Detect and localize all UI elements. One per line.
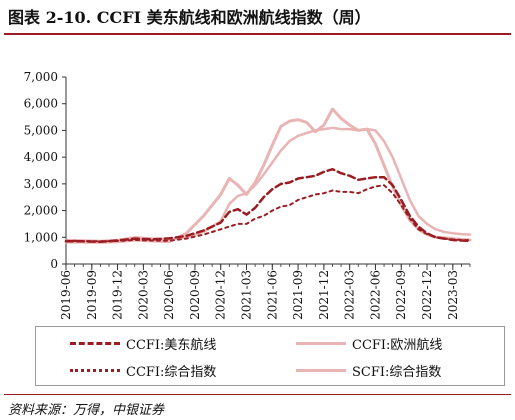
legend-label: CCFI:综合指数 bbox=[126, 364, 217, 380]
x-tick-label: 2019-12 bbox=[111, 270, 125, 320]
y-tick-label: 1,000 bbox=[24, 230, 58, 244]
source-note: 资料来源：万得，中银证券 bbox=[8, 403, 165, 418]
legend-swatch bbox=[296, 368, 346, 372]
y-tick-label: 6,000 bbox=[24, 97, 58, 111]
footer-divider bbox=[4, 394, 511, 395]
x-tick-label: 2020-03 bbox=[136, 270, 150, 320]
x-axis: 2019-06 2019-09 2019-12 2020-03 2020-06 2020-… bbox=[59, 263, 471, 320]
title-divider bbox=[4, 33, 511, 35]
legend-item-ccfi-us-east: CCFI:美东航线 bbox=[70, 334, 217, 353]
y-tick-label: 5,000 bbox=[24, 123, 58, 137]
series-line-0 bbox=[64, 167, 472, 244]
x-tick-label: 2020-09 bbox=[188, 270, 202, 320]
y-tick-label: 7,000 bbox=[24, 70, 58, 84]
legend-item-ccfi-composite: CCFI:综合指数 bbox=[70, 361, 217, 380]
x-tick-label: 2019-09 bbox=[85, 270, 99, 320]
legend-label: CCFI:美东航线 bbox=[126, 337, 217, 353]
x-tick-label: 2021-09 bbox=[291, 270, 305, 320]
legend-item-ccfi-europe: CCFI:欧洲航线 bbox=[296, 334, 443, 353]
x-tick-label: 2019-06 bbox=[59, 270, 73, 320]
series-line-3 bbox=[64, 107, 472, 244]
chart: 0 1,000 2,000 3,000 4,000 5,000 6,000 7,000 201… bbox=[24, 70, 472, 320]
y-tick-label: 3,000 bbox=[24, 177, 58, 191]
legend-swatch bbox=[296, 341, 346, 345]
x-tick-label: 2022-03 bbox=[343, 270, 357, 320]
series-line-1 bbox=[64, 126, 472, 243]
y-axis: 0 1,000 2,000 3,000 4,000 5,000 6,000 7,000 bbox=[24, 70, 67, 271]
x-tick-label: 2021-03 bbox=[240, 270, 254, 320]
y-tick-label: 4,000 bbox=[24, 150, 58, 164]
y-tick-label: 2,000 bbox=[24, 204, 58, 218]
x-tick-label: 2022-12 bbox=[420, 270, 434, 320]
legend-label: CCFI:欧洲航线 bbox=[352, 337, 443, 353]
x-tick-label: 2021-06 bbox=[265, 270, 279, 320]
series-line-2 bbox=[65, 184, 471, 243]
y-tick-label: 0 bbox=[50, 257, 58, 271]
legend-swatch bbox=[70, 368, 120, 372]
x-tick-label: 2020-12 bbox=[214, 270, 228, 320]
figure-title: 图表 2-10. CCFI 美东航线和欧洲航线指数（周） bbox=[8, 8, 371, 27]
legend-label: SCFI:综合指数 bbox=[352, 364, 442, 380]
legend: CCFI:美东航线 CCFI:欧洲航线 CCFI:综合指数 SCFI:综合指数 bbox=[35, 326, 505, 386]
x-tick-label: 2022-06 bbox=[368, 270, 382, 320]
legend-swatch bbox=[70, 341, 120, 345]
x-tick-label: 2022-09 bbox=[394, 270, 408, 320]
legend-item-scfi-composite: SCFI:综合指数 bbox=[296, 361, 442, 380]
x-tick-label: 2020-06 bbox=[162, 270, 176, 320]
x-tick-label: 2021-12 bbox=[317, 270, 331, 320]
x-tick-label: 2023-03 bbox=[446, 270, 460, 320]
plot-area bbox=[64, 107, 472, 244]
